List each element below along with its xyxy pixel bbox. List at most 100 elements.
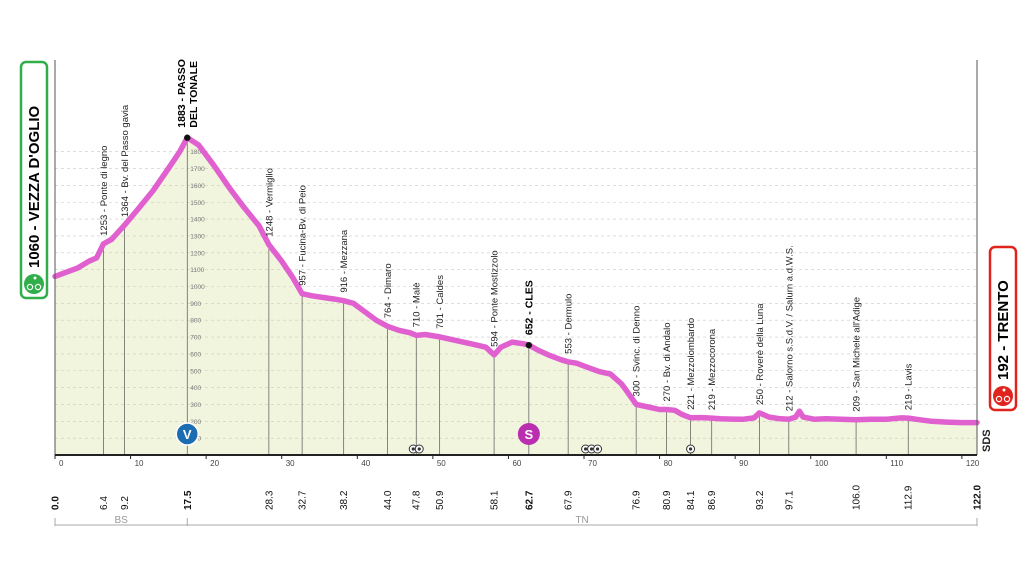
km-label: 9.2 bbox=[120, 496, 131, 510]
km-label: 106.0 bbox=[852, 485, 863, 510]
x-tick-label: 20 bbox=[210, 459, 219, 468]
waypoint-dot bbox=[184, 134, 191, 141]
altitude-tick-label: 1600 bbox=[190, 183, 205, 190]
km-label: 58.1 bbox=[490, 490, 501, 510]
road-marker-icon-center bbox=[595, 447, 600, 451]
road-marker-icon-center bbox=[411, 447, 415, 451]
km-label: 38.2 bbox=[339, 490, 350, 510]
km-label: 112.9 bbox=[904, 485, 915, 510]
altitude-tick-label: 1800 bbox=[190, 149, 205, 156]
altitude-tick-label: 1300 bbox=[190, 233, 205, 240]
x-tick-label: 100 bbox=[815, 459, 829, 468]
x-tick-label: 10 bbox=[135, 459, 144, 468]
km-label: 86.9 bbox=[707, 490, 718, 510]
x-tick-label: 80 bbox=[664, 459, 673, 468]
sprint-icon bbox=[517, 423, 540, 445]
km-label: 6.4 bbox=[99, 496, 110, 510]
x-tick-label: 120 bbox=[966, 459, 980, 468]
profile-line bbox=[52, 134, 980, 426]
bike-icon-wheel bbox=[995, 395, 1003, 403]
bike-icon-wheel bbox=[26, 283, 34, 291]
waypoint-label: 652 - CLES bbox=[523, 280, 535, 335]
x-tick-label: 90 bbox=[739, 459, 748, 468]
km-label: 97.1 bbox=[784, 490, 795, 510]
feed-zone-label: SDS bbox=[981, 429, 993, 452]
km-label: 62.7 bbox=[524, 490, 535, 510]
start-badge-frame bbox=[19, 60, 49, 300]
x-tick-label: 30 bbox=[286, 459, 295, 468]
bike-icon-wheel bbox=[34, 283, 42, 291]
waypoint-label-line2: DEL TONALE bbox=[188, 61, 200, 128]
km-label: 44.0 bbox=[383, 490, 394, 510]
altitude-tick-label: 700 bbox=[190, 335, 201, 342]
altitude-tick-label: 900 bbox=[190, 301, 201, 308]
km-label: 67.9 bbox=[564, 490, 575, 510]
km-label: 76.9 bbox=[632, 490, 643, 510]
waypoint-label: 1883 - PASSO bbox=[176, 59, 188, 128]
waypoint-label: 594 - Ponte Mostizzolo bbox=[490, 250, 501, 347]
finish-badge-label: 192 - TRENTO bbox=[995, 280, 1012, 380]
waypoint-label: 219 - Mezzocorona bbox=[707, 328, 718, 410]
kom-letter: V bbox=[183, 427, 192, 442]
km-label: 50.9 bbox=[435, 490, 446, 510]
waypoint-label: 270 - Bv. di Andalo bbox=[662, 322, 673, 401]
altitude-tick-label: 800 bbox=[190, 318, 201, 325]
altitude-tick-label: 1000 bbox=[190, 284, 205, 291]
waypoint-label: 710 - Malè bbox=[412, 282, 423, 327]
altitude-tick-label: 600 bbox=[190, 351, 201, 358]
waypoint-label: 250 - Roverè della Luna bbox=[755, 303, 766, 405]
waypoint-dot bbox=[525, 341, 533, 349]
start-badge: 1060 - VEZZA D'OGLIO bbox=[19, 60, 49, 300]
region-label: BS bbox=[114, 515, 128, 526]
waypoint-label: 916 - Mezzana bbox=[339, 229, 350, 293]
waypoint-label: 1248 - Vermiglio bbox=[264, 168, 275, 237]
altitude-tick-label: 300 bbox=[190, 402, 201, 409]
x-tick-label: 0 bbox=[59, 459, 64, 468]
waypoint-label: 1253 - Ponte di legno bbox=[99, 146, 110, 236]
km-label: 80.9 bbox=[662, 490, 673, 510]
km-label: 84.1 bbox=[686, 490, 697, 510]
altitude-tick-label: 1200 bbox=[190, 250, 205, 257]
region-label: TN bbox=[575, 515, 588, 526]
sprint-letter: S bbox=[525, 427, 534, 442]
x-tick-label: 110 bbox=[890, 459, 903, 468]
km-label: 0.0 bbox=[51, 496, 62, 510]
road-marker-icon-center bbox=[583, 447, 588, 451]
waypoint-label: 212 - Salorno s.S.d.V. / Salurn a.d.W.S. bbox=[784, 245, 795, 411]
waypoint-label: 701 - Caldes bbox=[435, 275, 446, 329]
waypoint-label: 221 - Mezzolombardo bbox=[686, 318, 697, 410]
bike-icon-wheel bbox=[1003, 395, 1011, 403]
altitude-tick-label: 400 bbox=[190, 385, 201, 392]
km-label: 17.5 bbox=[183, 490, 194, 510]
km-label: 28.3 bbox=[264, 490, 275, 510]
km-label: 93.2 bbox=[755, 490, 766, 510]
km-label: 32.7 bbox=[298, 490, 309, 510]
altitude-tick-label: 1400 bbox=[190, 217, 205, 224]
altitude-tick-label: 200 bbox=[190, 419, 201, 426]
bike-icon-head bbox=[1002, 388, 1006, 392]
waypoint-label: 300 - Svinc. di Denno bbox=[632, 306, 643, 397]
waypoint-label: 553 - Dermulo bbox=[564, 294, 575, 354]
km-label: 122.0 bbox=[973, 485, 984, 510]
altitude-tick-label: 500 bbox=[190, 368, 201, 375]
km-label: 47.8 bbox=[412, 490, 423, 510]
waypoint-label: 764 - Dimaro bbox=[383, 263, 394, 318]
finish-badge: 192 - TRENTO bbox=[988, 245, 1018, 412]
x-tick-label: 60 bbox=[512, 459, 521, 468]
altitude-tick-label: 1700 bbox=[190, 166, 205, 173]
bike-icon-head bbox=[33, 276, 37, 280]
waypoint-label: 957 - Fucina-Bv. di Peio bbox=[298, 185, 309, 286]
start-badge-label: 1060 - VEZZA D'OGLIO bbox=[26, 105, 43, 268]
x-tick-label: 70 bbox=[588, 459, 597, 468]
x-tick-label: 40 bbox=[361, 459, 370, 468]
waypoint-label: 209 - San Michele all'Adige bbox=[852, 297, 863, 412]
road-marker-icon-center bbox=[589, 447, 594, 451]
road-marker-icon-center bbox=[688, 447, 693, 451]
finish-badge-frame bbox=[988, 245, 1018, 412]
kom-climb-icon bbox=[175, 422, 200, 446]
altitude-tick-label: 1500 bbox=[190, 200, 205, 207]
waypoint-label: 219 - Lavis bbox=[904, 363, 915, 410]
x-tick-label: 50 bbox=[437, 459, 446, 468]
profile-area bbox=[55, 137, 977, 455]
